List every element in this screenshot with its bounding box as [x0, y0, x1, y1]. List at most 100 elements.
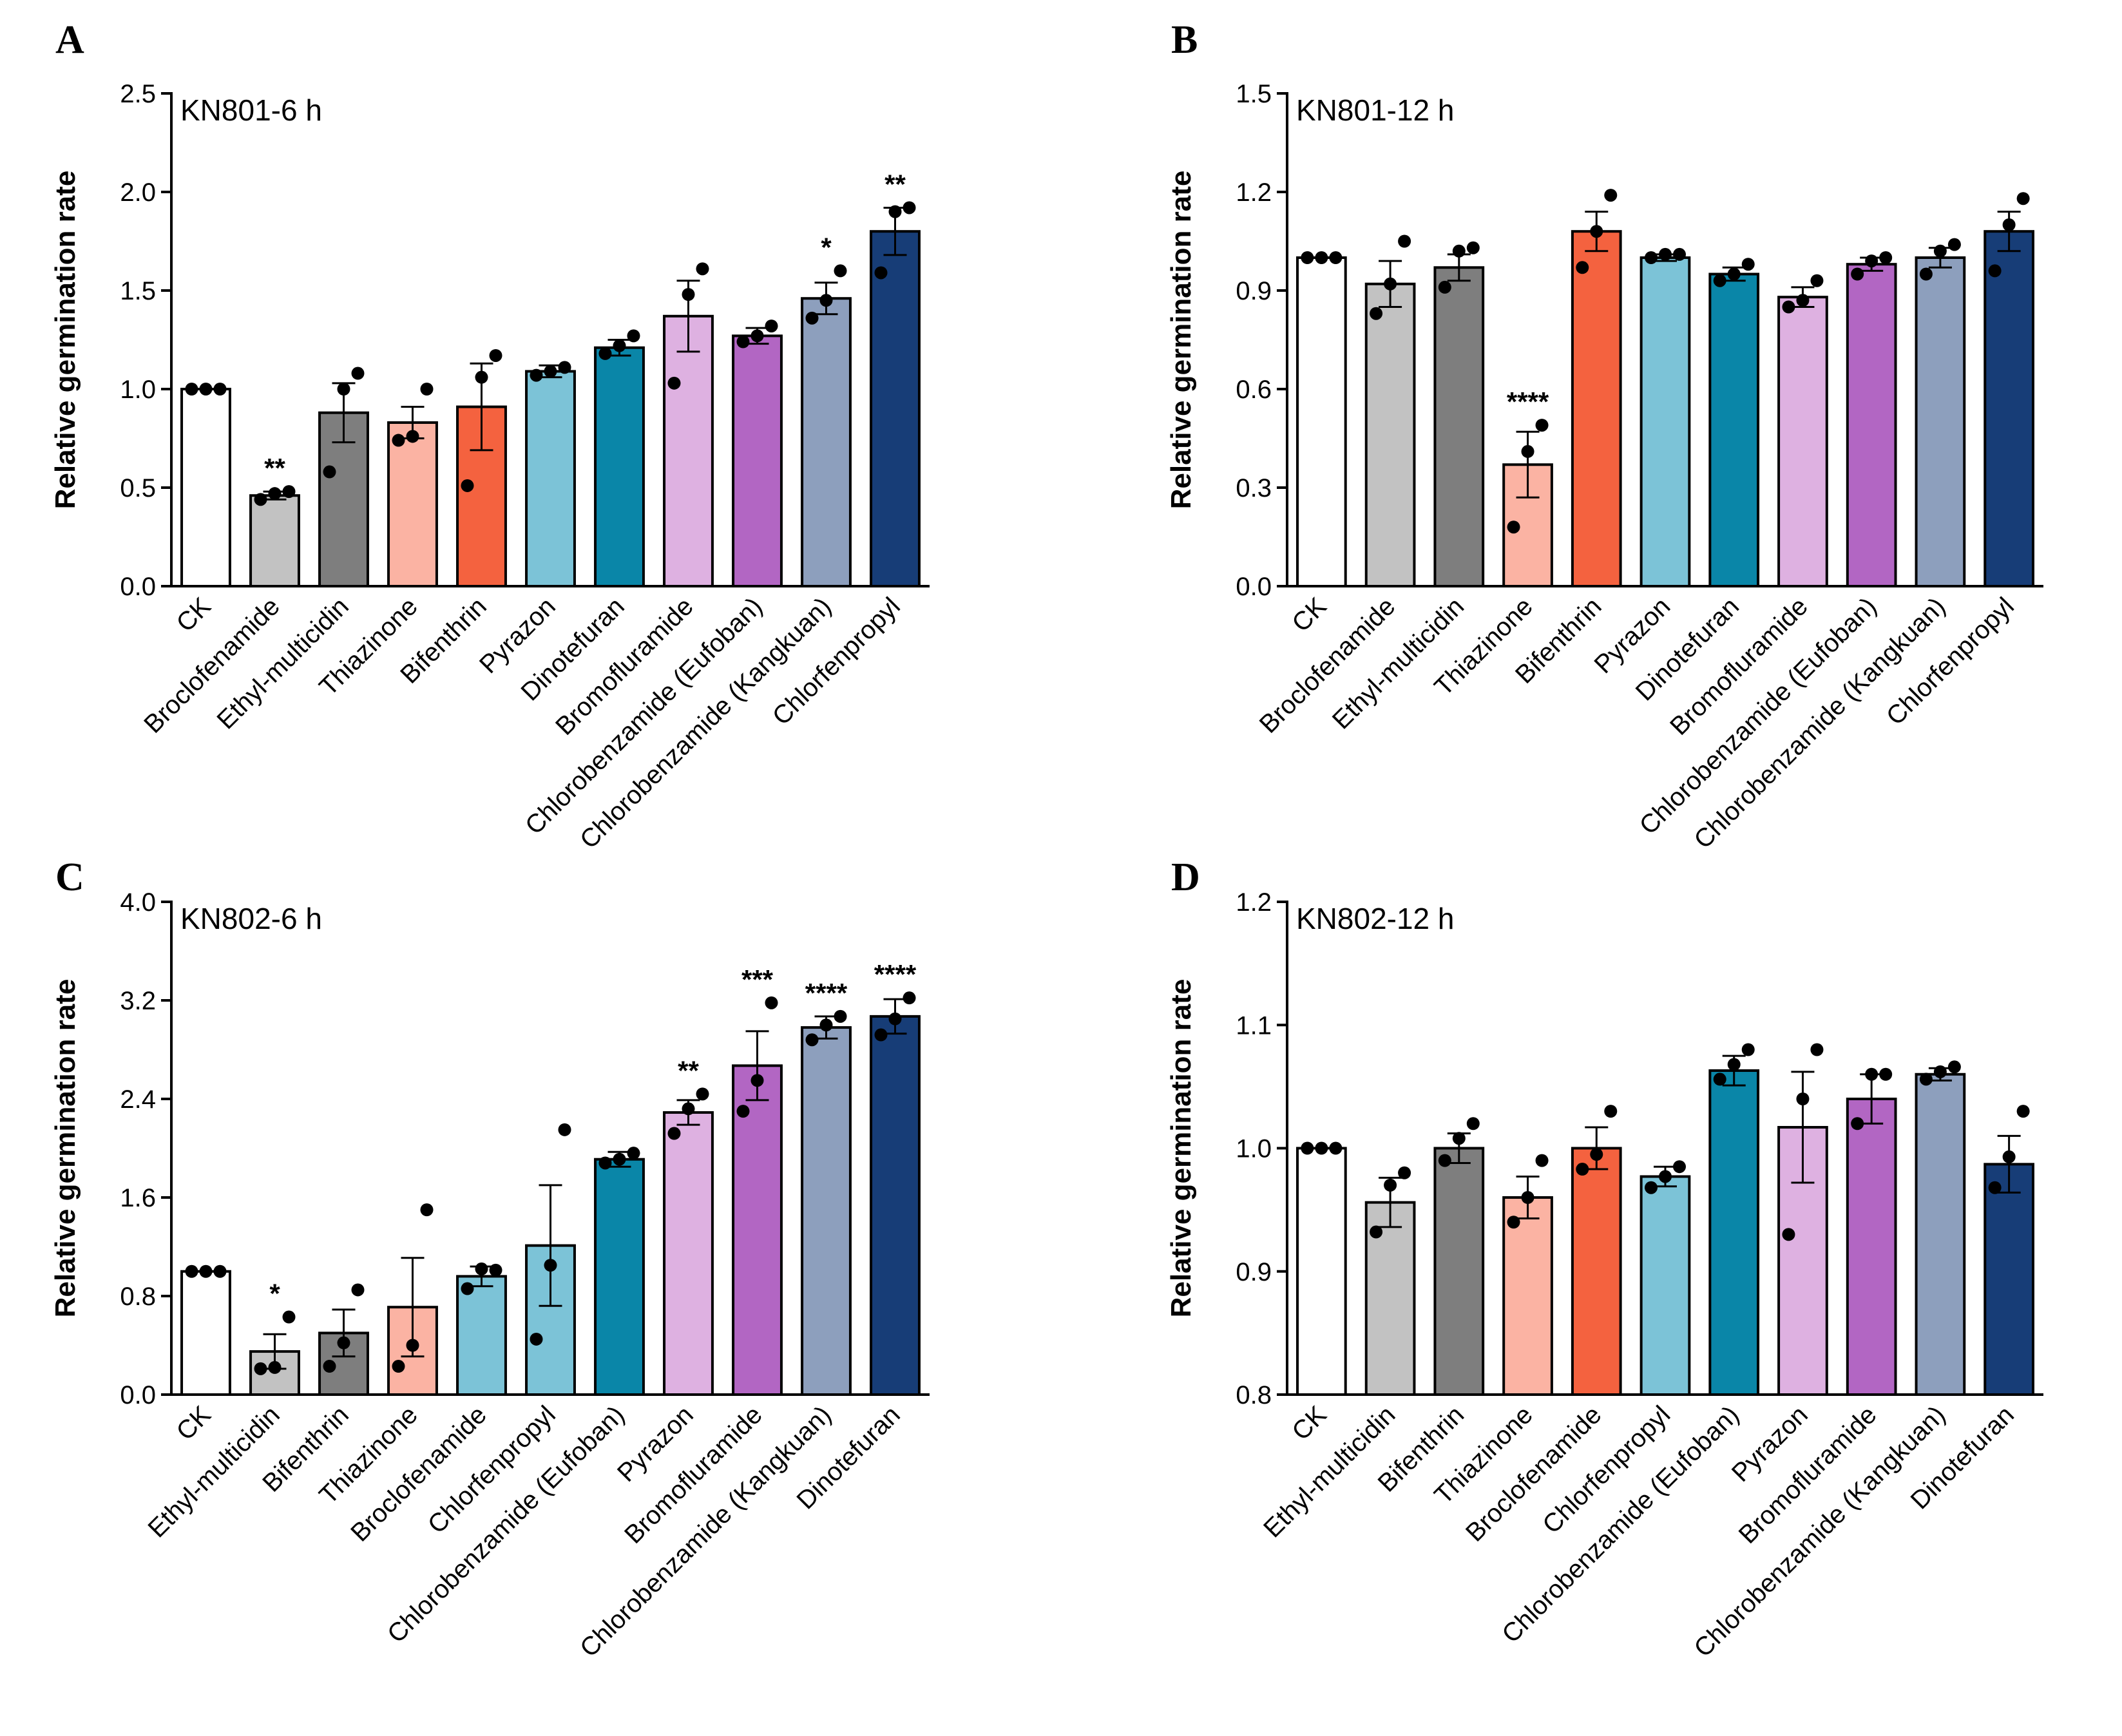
data-point: [351, 367, 365, 380]
y-tick-label: 1.6: [120, 1184, 156, 1212]
y-tick-label: 0.9: [1236, 277, 1272, 305]
bar: [801, 1026, 852, 1396]
category-label: Chlorobenzamide (Kangkuan): [575, 592, 837, 854]
panel-b-letter: B: [1171, 18, 1198, 62]
bar: [1571, 230, 1622, 587]
data-point: [392, 434, 405, 447]
bar: [180, 1270, 231, 1396]
bar: [801, 297, 852, 587]
data-point: [903, 201, 916, 215]
significance-label: **: [884, 169, 906, 199]
y-tick-label: 0.6: [1236, 376, 1272, 404]
data-point: [1713, 274, 1726, 287]
bar: [1364, 282, 1416, 587]
bar: [456, 1275, 507, 1397]
data-point: [1879, 251, 1893, 264]
data-point: [420, 383, 434, 396]
data-point: [1576, 261, 1589, 274]
data-point: [2016, 192, 2030, 205]
bar: [1639, 1175, 1691, 1397]
data-point: [1604, 1105, 1618, 1118]
data-point: [903, 991, 916, 1005]
category-label: CK: [1286, 1400, 1332, 1446]
data-point: [765, 320, 778, 333]
data-point: [834, 264, 847, 278]
bar: [732, 1064, 783, 1397]
data-point: [1782, 1228, 1795, 1241]
data-point: [1673, 1160, 1686, 1174]
data-point: [1521, 1191, 1534, 1204]
data-point: [1659, 1170, 1672, 1183]
data-point: [874, 266, 888, 280]
data-point: [406, 1339, 419, 1352]
y-tick-label: 0.8: [120, 1283, 156, 1311]
chart-title: KN802-6 h: [180, 902, 322, 935]
data-point: [1727, 1058, 1741, 1071]
data-point: [489, 1263, 502, 1277]
bar: [594, 346, 645, 587]
data-point: [819, 294, 833, 307]
y-tick-label: 1.2: [1236, 888, 1272, 917]
data-point: [1947, 1060, 1961, 1074]
data-point: [805, 1033, 819, 1047]
data-point: [834, 1009, 847, 1023]
panel-a-letter: A: [55, 18, 84, 62]
data-point: [2016, 1105, 2030, 1118]
data-point: [598, 347, 612, 360]
data-point: [1590, 225, 1603, 238]
data-point: [1535, 419, 1549, 432]
y-tick-label: 0.9: [1236, 1258, 1272, 1286]
data-point: [1988, 264, 2002, 278]
category-label: CK: [171, 592, 216, 638]
data-point: [1466, 241, 1480, 254]
data-point: [819, 1018, 833, 1032]
data-point: [420, 1203, 434, 1217]
y-axis-label: Relative germination rate: [50, 979, 81, 1318]
data-point: [268, 1360, 282, 1374]
chart-title: KN802-12 h: [1296, 902, 1455, 935]
bar: [387, 421, 438, 588]
y-axis-label: Relative germination rate: [50, 171, 81, 510]
data-point: [1741, 258, 1755, 271]
data-point: [351, 1283, 365, 1297]
data-point: [1673, 247, 1686, 261]
data-point: [1919, 267, 1933, 281]
data-point: [1370, 1225, 1383, 1239]
data-point: [1507, 520, 1520, 534]
panel-d: D 0.8 0.9 1.0 1.1 1.2 Relative germination ra…: [1165, 855, 2043, 1663]
bar: [1502, 1196, 1553, 1396]
data-point: [1384, 1178, 1397, 1192]
data-point: [1507, 1216, 1520, 1229]
data-point: [254, 493, 267, 506]
data-point: [696, 262, 709, 276]
data-point: [1947, 238, 1961, 251]
data-point: [1659, 247, 1672, 261]
data-point: [323, 1360, 336, 1373]
data-point: [1384, 277, 1397, 291]
data-point: [627, 1147, 640, 1160]
data-point: [1398, 234, 1411, 248]
data-point: [682, 1102, 695, 1116]
data-point: [282, 1310, 296, 1324]
data-point: [1438, 1154, 1451, 1167]
data-point: [461, 479, 474, 492]
data-point: [613, 339, 626, 352]
data-point: [1851, 1117, 1864, 1130]
y-tick-label: 3.2: [120, 987, 156, 1015]
data-point: [888, 205, 902, 218]
significance-label: ****: [874, 959, 917, 989]
data-point: [736, 1105, 750, 1118]
y-tick-label: 1.2: [1236, 178, 1272, 207]
data-point: [392, 1360, 405, 1373]
bar: [1846, 263, 1897, 587]
y-tick-label: 1.5: [120, 277, 156, 305]
data-point: [337, 1336, 350, 1350]
data-point: [1535, 1154, 1549, 1167]
category-label: Chlorobenzamide (Kangkuan): [575, 1400, 837, 1663]
bar: [663, 1111, 714, 1396]
data-point: [268, 487, 282, 501]
bar: [594, 1158, 645, 1397]
data-point: [530, 368, 543, 382]
data-point: [1919, 1073, 1933, 1086]
data-point: [282, 485, 296, 499]
